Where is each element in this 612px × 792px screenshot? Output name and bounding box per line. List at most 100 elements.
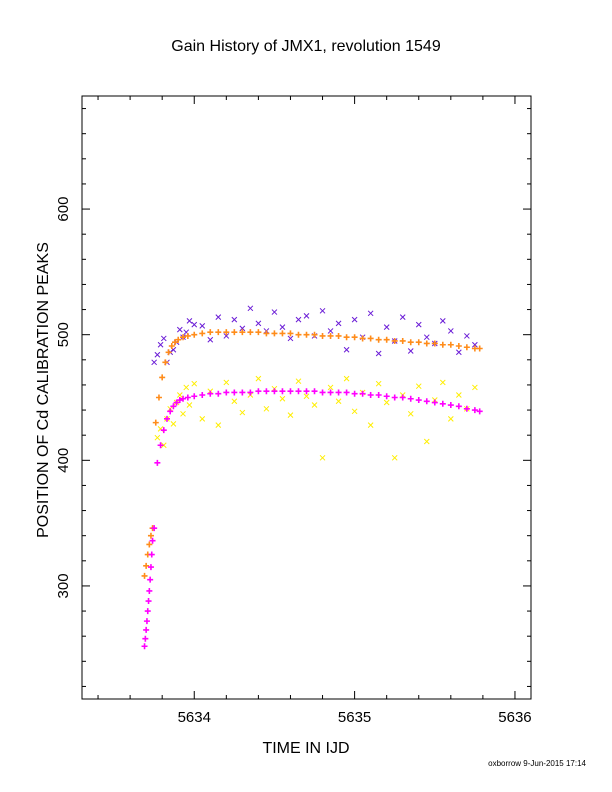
- data-point: [145, 598, 152, 605]
- data-point: [247, 329, 254, 336]
- data-point: [255, 375, 262, 382]
- data-point: [184, 394, 191, 401]
- data-point: [186, 402, 193, 408]
- data-point: [463, 405, 470, 412]
- data-point: [239, 409, 246, 416]
- data-point: [144, 608, 151, 615]
- data-point: [279, 324, 286, 331]
- data-point: [151, 359, 158, 366]
- data-point: [407, 339, 414, 346]
- data-point: [319, 307, 326, 314]
- data-point: [255, 388, 262, 395]
- data-point: [295, 316, 302, 323]
- data-point: [143, 626, 150, 633]
- chart-title: Gain History of JMX1, revolution 1549: [171, 38, 441, 55]
- data-point: [383, 399, 390, 406]
- data-point: [375, 391, 382, 398]
- data-point: [149, 537, 156, 544]
- data-point: [399, 394, 406, 401]
- data-point: [186, 318, 193, 324]
- data-point: [391, 337, 398, 344]
- data-point: [415, 321, 422, 328]
- data-point: [170, 421, 177, 427]
- x-axis-label: TIME IN IJD: [262, 740, 349, 757]
- data-point: [163, 415, 170, 422]
- data-point: [343, 334, 350, 341]
- data-point: [172, 339, 179, 346]
- data-point: [367, 422, 374, 428]
- data-point: [295, 331, 302, 338]
- data-point: [391, 454, 398, 461]
- data-point: [148, 551, 155, 558]
- data-point: [183, 384, 190, 391]
- y-tick-label: 600: [55, 197, 72, 222]
- data-point: [151, 525, 158, 532]
- data-point: [375, 336, 382, 343]
- data-point: [180, 395, 187, 402]
- x-tick-label: 5635: [338, 709, 371, 726]
- data-point: [160, 427, 167, 434]
- data-point: [143, 562, 150, 569]
- data-point: [335, 398, 342, 405]
- data-point: [455, 342, 462, 349]
- data-point: [239, 325, 246, 332]
- data-point: [455, 349, 462, 356]
- data-point: [159, 374, 166, 381]
- data-point: [146, 541, 153, 548]
- data-point: [455, 392, 462, 398]
- data-point: [263, 330, 270, 337]
- data-point: [423, 340, 430, 347]
- plot-frame: [81, 95, 532, 700]
- data-point: [263, 388, 270, 395]
- data-point: [231, 398, 238, 405]
- data-point: [170, 403, 177, 410]
- y-tick-label: 300: [55, 573, 72, 598]
- data-point: [154, 434, 161, 441]
- data-point: [191, 393, 198, 400]
- data-point: [295, 388, 302, 395]
- data-point: [271, 309, 278, 315]
- data-point: [157, 341, 164, 348]
- data-point: [343, 346, 350, 353]
- data-point: [147, 576, 154, 583]
- data-point: [447, 341, 454, 348]
- data-point: [287, 335, 294, 342]
- data-point: [415, 383, 422, 390]
- data-point: [383, 324, 390, 331]
- data-point: [255, 329, 262, 336]
- data-point: [415, 339, 422, 346]
- data-point: [199, 416, 206, 422]
- data-point: [239, 329, 246, 336]
- data-point: [311, 402, 318, 408]
- data-point: [351, 408, 358, 415]
- data-point: [173, 399, 180, 406]
- data-point: [215, 422, 222, 428]
- data-point: [247, 305, 254, 312]
- data-point: [152, 419, 159, 426]
- data-point: [231, 389, 238, 396]
- data-point: [154, 351, 161, 358]
- data-point: [439, 341, 446, 348]
- data-point: [155, 394, 162, 401]
- series-3: [141, 388, 483, 650]
- data-point: [141, 643, 148, 650]
- data-point: [167, 408, 174, 415]
- data-point: [463, 344, 470, 351]
- data-point: [464, 333, 470, 339]
- data-point: [447, 402, 454, 409]
- data-point: [351, 390, 358, 397]
- data-point: [279, 395, 286, 402]
- data-point: [343, 375, 350, 382]
- data-point: [271, 330, 278, 337]
- data-point: [423, 398, 430, 405]
- data-point: [223, 389, 230, 396]
- data-point: [431, 340, 438, 347]
- data-point: [303, 312, 310, 319]
- data-point: [141, 572, 148, 579]
- data-point: [367, 310, 374, 317]
- data-series-layer: [141, 305, 483, 650]
- series-1: [154, 375, 478, 461]
- data-point: [359, 335, 366, 342]
- data-point: [367, 335, 374, 342]
